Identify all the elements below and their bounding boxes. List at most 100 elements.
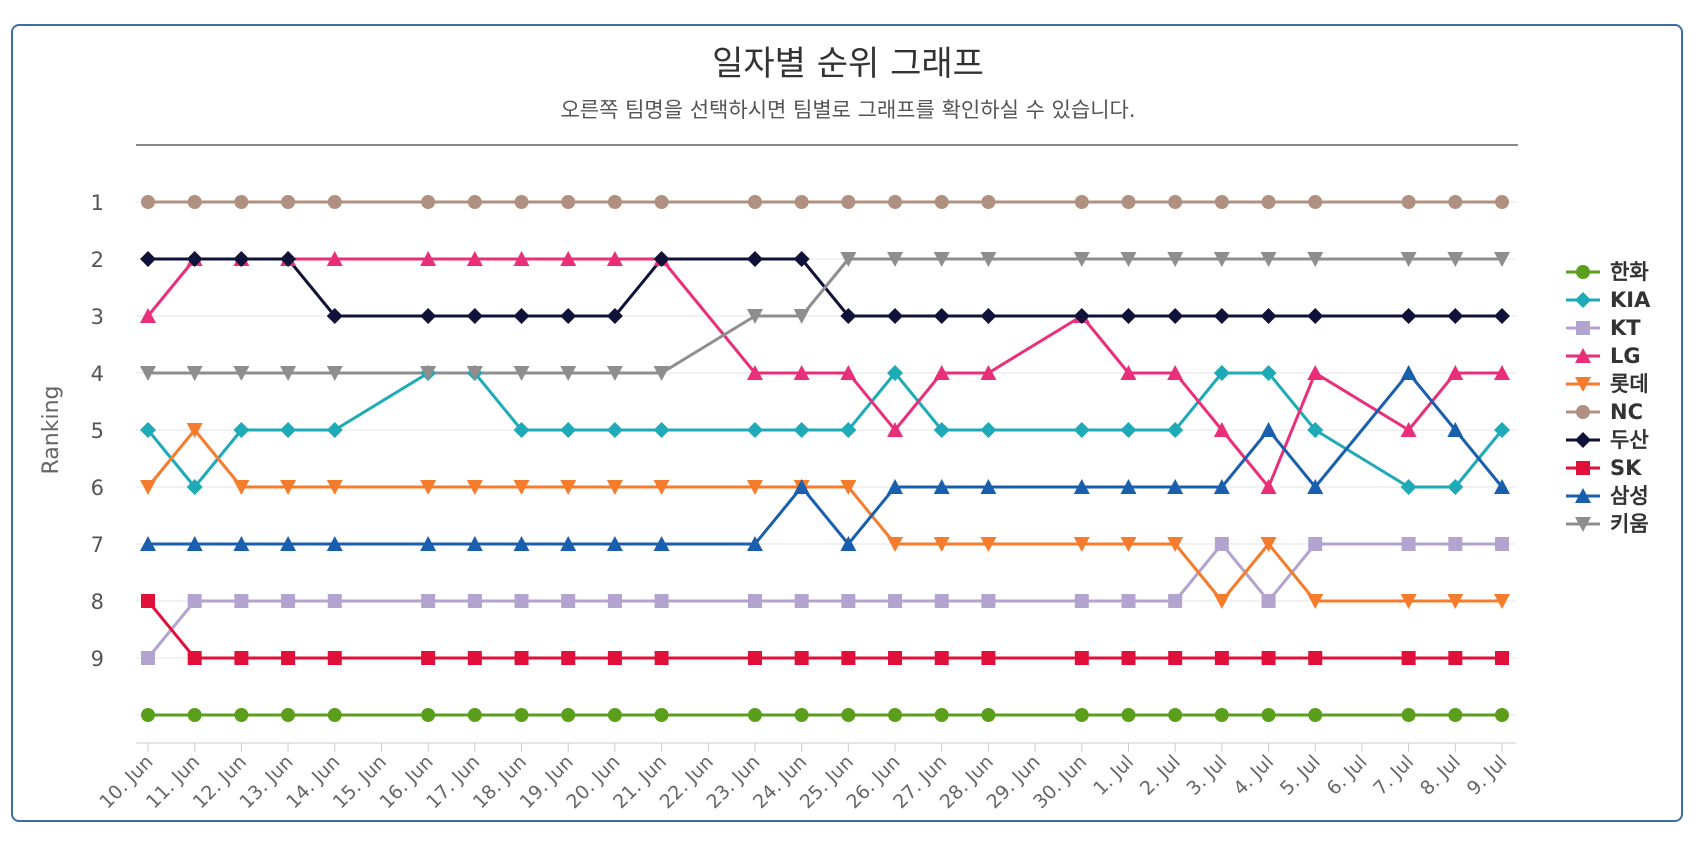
series-한화-point (1074, 708, 1089, 722)
series-KIA-point (793, 422, 810, 438)
series-SK-point (1214, 651, 1229, 665)
series-키움-point (233, 366, 250, 381)
series-한화-point (187, 708, 202, 722)
series-두산-point (1213, 308, 1230, 324)
chart-frame (11, 24, 1683, 822)
series-LG-point (140, 308, 156, 323)
series-두산-point (1120, 308, 1137, 324)
series-LG-point (933, 365, 950, 380)
series-한화-point (327, 708, 342, 722)
legend-swatch-marker (1575, 348, 1591, 363)
series-한화-point (747, 708, 762, 722)
series-두산-point (1260, 308, 1277, 324)
series-삼성-point (280, 536, 297, 551)
series-삼성-point (560, 536, 577, 551)
series-SK-point (607, 651, 622, 665)
legend-item[interactable]: SK (1566, 456, 1642, 480)
series-한화-point (888, 708, 903, 722)
series-삼성-point (653, 536, 670, 551)
series-키움-point (980, 252, 997, 267)
y-tick-label: 4 (91, 362, 104, 386)
series-키움-point (560, 366, 577, 381)
series-KT-point (1074, 594, 1089, 608)
series-롯데-point (933, 537, 950, 552)
series-KIA-point (233, 422, 250, 438)
series-LG-point (466, 251, 483, 266)
legend-item[interactable]: 롯데 (1566, 372, 1649, 396)
series-삼성-point (1120, 479, 1137, 494)
series-삼성-point (233, 536, 250, 551)
series-한화-point (1401, 708, 1416, 722)
series-LG-point (513, 251, 530, 266)
series-KIA-point (653, 422, 670, 438)
series-삼성-point (1167, 479, 1184, 494)
series-한화-point (1121, 708, 1136, 722)
x-tick-label: 7. Jul (1369, 751, 1418, 800)
series-KT-point (327, 594, 342, 608)
series-KT-point (141, 651, 155, 665)
legend-item[interactable]: 한화 (1566, 260, 1649, 284)
series-LG-point (326, 251, 343, 266)
series-삼성-point (1213, 479, 1230, 494)
series-NC-point (1121, 195, 1136, 209)
y-tick-label: 5 (91, 419, 104, 443)
series-삼성-point (466, 536, 483, 551)
series-한화-point (1448, 708, 1463, 722)
series-두산-point (140, 251, 156, 267)
series-SK-point (1495, 651, 1509, 665)
series-SK-point (1261, 651, 1276, 665)
series-KT-point (1168, 594, 1183, 608)
x-tick-label: 1. Jul (1089, 751, 1138, 800)
series-KT-point (981, 594, 996, 608)
series-삼성-point (1447, 422, 1464, 437)
x-tick-label: 9. Jul (1463, 751, 1512, 800)
series-SK-point (794, 651, 809, 665)
x-tick-label: 8. Jul (1416, 751, 1465, 800)
legend-item[interactable]: 키움 (1566, 512, 1649, 536)
series-키움-point (653, 366, 670, 381)
legend-item[interactable]: 두산 (1566, 428, 1649, 452)
series-삼성-point (326, 536, 343, 551)
series-키움-point (140, 366, 156, 381)
legend-label: 한화 (1610, 260, 1649, 284)
series-KT-point (654, 594, 669, 608)
series-키움-point (933, 252, 950, 267)
series-KIA-point (933, 422, 950, 438)
legend-item[interactable]: KIA (1566, 288, 1651, 312)
series-NC-point (514, 195, 529, 209)
series-LG-point (1307, 365, 1324, 380)
chart-subtitle: 오른쪽 팀명을 선택하시면 팀별로 그래프를 확인하실 수 있습니다. (560, 98, 1136, 122)
legend-item[interactable]: NC (1566, 400, 1643, 424)
series-KT-point (467, 594, 482, 608)
legend-item[interactable]: KT (1566, 316, 1641, 340)
series-두산-point (793, 251, 810, 267)
series-삼성-point (1494, 479, 1510, 494)
series-두산-point (326, 308, 343, 324)
series-KT-line (146, 542, 1502, 659)
series-KIA-point (140, 422, 156, 438)
series-삼성-point (887, 479, 904, 494)
legend-item[interactable]: LG (1566, 344, 1641, 368)
legend-swatch-marker (1575, 517, 1591, 532)
series-롯데-point (1120, 537, 1137, 552)
series-LG-point (1260, 479, 1277, 494)
legend-label: LG (1610, 344, 1641, 368)
series-KIA-point (746, 422, 763, 438)
series-삼성-point (933, 479, 950, 494)
legend-item[interactable]: 삼성 (1566, 484, 1649, 508)
series-LG-line (146, 257, 1502, 489)
series-SK-point (234, 651, 249, 665)
y-axis: 1 2 3 4 5 6 7 8 9 Ranking (39, 191, 104, 671)
series-LG-point (793, 365, 810, 380)
series-LG-point (1447, 365, 1464, 380)
series-KIA-point (186, 479, 203, 495)
series-SK-point (1121, 651, 1136, 665)
series-키움-point (1167, 252, 1184, 267)
series-한화-point (1261, 708, 1276, 722)
series-KT-point (1308, 537, 1323, 551)
series-NC-point (934, 195, 949, 209)
series-롯데-point (653, 480, 670, 495)
series-삼성-point (606, 536, 623, 551)
series-KIA-point (1260, 365, 1277, 381)
series-KIA-point (1307, 422, 1324, 438)
